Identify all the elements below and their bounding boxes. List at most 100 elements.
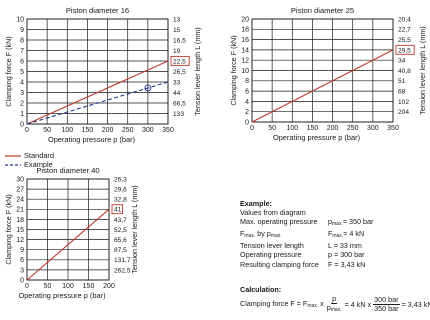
highlight-box [395, 44, 415, 55]
y-tick-label: 2 [20, 100, 24, 107]
y2-tick-label: 20,4 [398, 16, 411, 23]
x-tick-label: 300 [367, 125, 379, 132]
y2-tick-label: 34 [398, 58, 406, 65]
y-tick-label: 8 [20, 37, 24, 44]
fraction-numerator: 300 bar [373, 295, 400, 305]
y-tick-label: 4 [245, 99, 249, 106]
example-row-value: F = 3,43 kN [328, 259, 366, 269]
example-row-key: Operating pressure [240, 250, 302, 260]
x-tick-label: 50 [43, 127, 51, 134]
x-tick-label: 300 [142, 127, 154, 134]
example-row-value: Fmax.= 4 kN [328, 229, 365, 240]
y-tick-label: 15 [16, 227, 24, 234]
x-tick-label: 50 [268, 125, 276, 132]
formula-fraction-2: 300 bar 350 bar [373, 295, 400, 313]
example-row-value: pmax.= 350 bar [328, 217, 374, 228]
x-tick-label: 0 [25, 127, 29, 134]
x-tick-label: 50 [44, 283, 52, 290]
plot-frame [251, 18, 394, 123]
y2-tick-label: 19 [173, 48, 181, 55]
y2-tick-label: 32,8 [114, 197, 127, 204]
example-intro: Values from diagram [240, 208, 306, 218]
y2-axis-label: Tension lever length L (mm) [193, 27, 202, 115]
y2-axis-label: Tension lever length L (mm) [130, 185, 139, 273]
y2-tick-label: 40,8 [398, 68, 411, 75]
x-tick-label: 200 [102, 127, 114, 134]
y2-tick-label: 13 [173, 16, 181, 23]
y2-tick-label: 51 [398, 78, 406, 85]
fraction-denominator: 350 bar [374, 304, 399, 313]
y-tick-label: 9 [20, 247, 24, 254]
x-axis-label: Operating pressure p (bar) [273, 133, 360, 142]
y2-tick-label: 29,6 [114, 187, 127, 194]
legend-example-label: Example [24, 160, 53, 169]
y-tick-label: 12 [241, 58, 249, 65]
x-tick-label: 150 [83, 283, 95, 290]
y2-tick-label: 262,5 [114, 267, 131, 274]
y2-tick-label: 16,5 [173, 37, 186, 44]
y-axis-label: Clamping force F (kN) [229, 35, 238, 105]
x-tick-label: 150 [82, 127, 94, 134]
example-point-marker [144, 84, 152, 92]
y2-tick-label: 87,5 [114, 247, 127, 254]
y-tick-label: 24 [16, 197, 24, 204]
y2-tick-label: 22,5 [173, 58, 186, 65]
y2-tick-label: 29,5 [398, 47, 411, 54]
y-tick-label: 18 [241, 27, 249, 34]
chart-2: Piston diameter 25 0 50 100 150 200 250 300 350 0… [229, 6, 427, 142]
y2-tick-label: 204 [398, 109, 409, 116]
legend-swatches [5, 155, 21, 166]
example-row: Resulting clamping force F = 3,43 kN [240, 260, 428, 269]
y-tick-label: 3 [20, 267, 24, 274]
x-tick-label: 0 [250, 125, 254, 132]
y2-tick-label: 25,5 [398, 37, 411, 44]
y-tick-label: 6 [20, 58, 24, 65]
calculation-block: Calculation: Clamping force F = Fmax. x … [240, 285, 430, 314]
example-block: Example: Values from diagram Max. operat… [240, 199, 428, 269]
y2-tick-label: 26,5 [173, 69, 186, 76]
y-tick-label: 27 [16, 187, 24, 194]
y2-axis-label: Tension lever length L (mm) [418, 26, 427, 114]
y-tick-label: 10 [241, 68, 249, 75]
plot-frame [26, 178, 110, 281]
y-tick-label: 0 [20, 121, 24, 128]
x-tick-label: 0 [25, 283, 29, 290]
formula-mid: = 4 kN x [344, 300, 372, 309]
formula-lead: Clamping force F = Fmax. x [240, 298, 324, 309]
example-row: Max. operating pressure pmax.= 350 bar [240, 217, 428, 229]
highlight-box [170, 55, 190, 66]
y-axis-label: Clamping force F (kN) [4, 36, 13, 106]
formula-result: = 3,43 kN [401, 300, 430, 309]
y-tick-label: 20 [241, 16, 249, 23]
highlight-box [111, 204, 124, 215]
x-tick-label: 100 [62, 283, 74, 290]
example-row: Fmax. by pmax. Fmax.= 4 kN [240, 229, 428, 241]
y2-tick-label: 131,7 [114, 257, 131, 264]
y2-tick-label: 15 [173, 27, 181, 34]
y2-tick-label: 133 [173, 111, 184, 118]
y-tick-label: 21 [16, 207, 24, 214]
x-tick-label: 250 [122, 127, 134, 134]
y2-tick-label: 66,5 [173, 100, 186, 107]
fraction-numerator: p [331, 294, 338, 304]
x-tick-label: 350 [162, 127, 174, 134]
example-row-key: Tension lever length [240, 241, 304, 251]
x-tick-label: 350 [387, 125, 399, 132]
x-axis-label: Operating pressure p (bar) [18, 291, 105, 300]
y2-tick-label: 33 [173, 79, 181, 86]
y-tick-label: 1 [20, 111, 24, 118]
chart-3: Piston diameter 40 0 50 100 150 200 0 3 6 9 12 15 18… [4, 166, 139, 300]
x-tick-label: 200 [103, 283, 115, 290]
formula-fraction-1: p pmax. [326, 295, 343, 314]
legend-standard-label: Standard [24, 151, 54, 160]
y2-tick-label: 65,6 [114, 237, 127, 244]
chart-title: Piston diameter 25 [291, 6, 354, 15]
chart-title: Piston diameter 40 [36, 166, 99, 175]
x-tick-label: 150 [307, 125, 319, 132]
x-tick-label: 100 [286, 125, 298, 132]
y-tick-label: 18 [16, 217, 24, 224]
example-row-value: p = 300 bar [328, 250, 365, 260]
y-tick-label: 2 [245, 109, 249, 116]
y2-tick-label: 22,7 [398, 27, 411, 34]
plot-frame [26, 18, 169, 125]
